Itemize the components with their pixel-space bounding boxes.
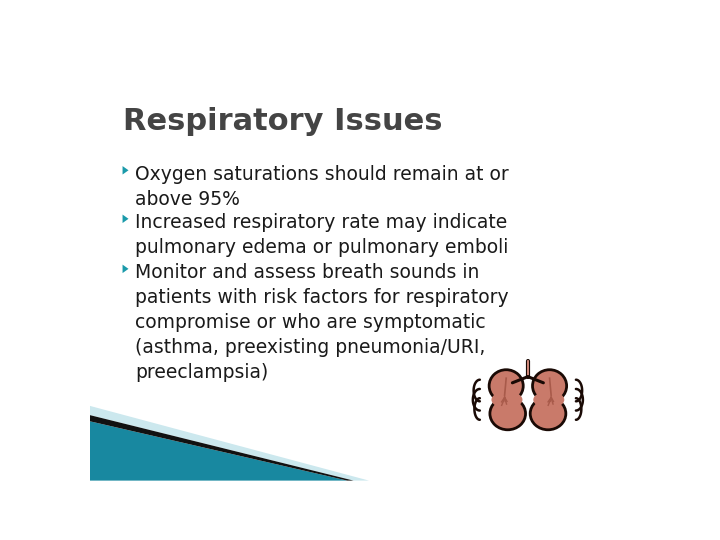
Polygon shape bbox=[90, 415, 354, 481]
Ellipse shape bbox=[489, 370, 523, 402]
Text: Increased respiratory rate may indicate
pulmonary edema or pulmonary emboli: Increased respiratory rate may indicate … bbox=[135, 213, 508, 258]
Ellipse shape bbox=[533, 370, 567, 402]
Text: Oxygen saturations should remain at or
above 95%: Oxygen saturations should remain at or a… bbox=[135, 165, 509, 209]
Text: Respiratory Issues: Respiratory Issues bbox=[122, 107, 442, 136]
Ellipse shape bbox=[534, 392, 564, 408]
Text: Monitor and assess breath sounds in
patients with risk factors for respiratory
c: Monitor and assess breath sounds in pati… bbox=[135, 264, 508, 382]
Ellipse shape bbox=[530, 397, 566, 430]
Polygon shape bbox=[90, 421, 347, 481]
Ellipse shape bbox=[490, 397, 526, 430]
Polygon shape bbox=[122, 265, 128, 273]
Polygon shape bbox=[122, 166, 128, 174]
Ellipse shape bbox=[492, 392, 523, 408]
Polygon shape bbox=[90, 406, 369, 481]
Polygon shape bbox=[122, 214, 128, 223]
